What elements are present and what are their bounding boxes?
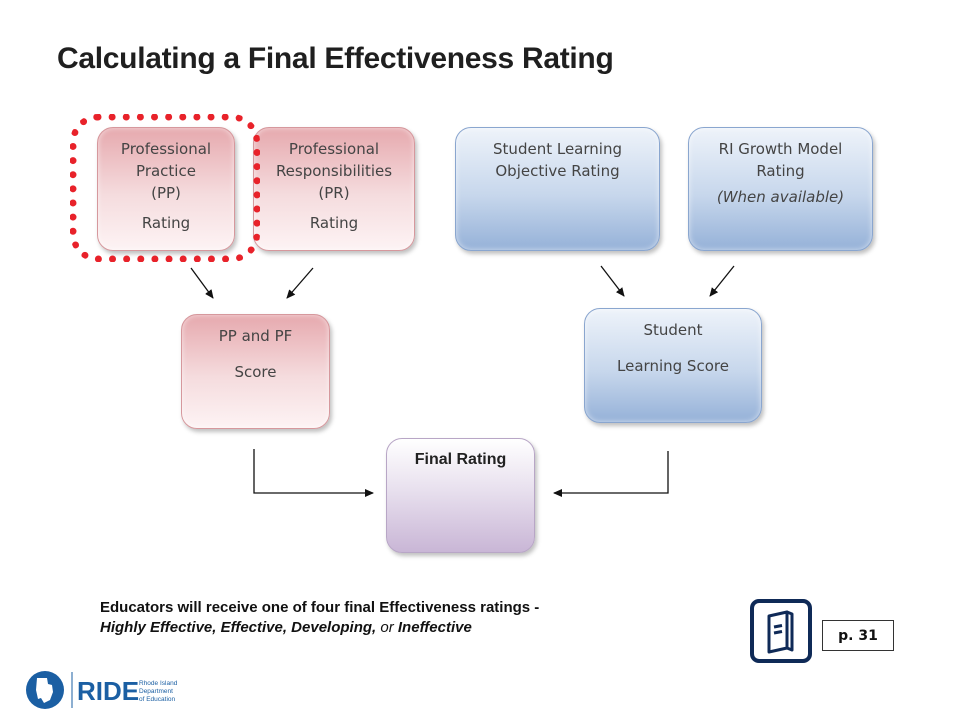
logo-line1: Rhode Island: [139, 680, 178, 687]
pr-line3: (PR): [318, 184, 350, 202]
arrow-pp-to-score: [190, 267, 214, 299]
growth-line2: Rating: [756, 162, 805, 180]
logo-line2: Department: [139, 688, 173, 695]
pp-highlight-ring: [70, 114, 260, 262]
page-title: Calculating a Final Effectiveness Rating: [57, 42, 614, 75]
ride-logo: RIDE Rhode Island Department of Educatio…: [25, 666, 185, 714]
logo-line3: of Education: [139, 696, 176, 703]
ratings-note-line1: Educators will receive one of four final…: [100, 599, 540, 616]
final-rating-box: Final Rating: [386, 438, 535, 553]
arrow-student-to-final: [553, 451, 669, 497]
pr-line4: Rating: [309, 214, 359, 232]
arrow-pr-to-score: [286, 267, 314, 299]
ratings-note-line2: Highly Effective, Effective, Developing,…: [100, 618, 660, 638]
growth-rating-box: RI Growth Model Rating (When available): [688, 127, 873, 251]
slo-line1: Student Learning: [493, 140, 622, 158]
pp-rating-box: Professional Practice (PP) Rating: [97, 127, 235, 251]
final-rating-label: Final Rating: [414, 451, 507, 468]
slo-line2: Objective Rating: [495, 162, 620, 180]
student-learning-score-box: Student Learning Score: [584, 308, 762, 423]
arrow-score-to-final: [253, 449, 374, 497]
ratings-list: Highly Effective, Effective, Developing,: [100, 619, 377, 636]
pp-line3: (PP): [151, 184, 181, 202]
pp-pf-line2: Score: [234, 363, 277, 381]
page-reference: p. 31: [822, 620, 894, 651]
pr-line1: Professional: [288, 140, 380, 158]
pr-line2: Responsibilities: [275, 162, 393, 180]
student-line1: Student: [643, 321, 703, 339]
pp-line4: Rating: [141, 214, 191, 232]
pp-pf-score-box: PP and PF Score: [181, 314, 330, 429]
pr-rating-box: Professional Responsibilities (PR) Ratin…: [253, 127, 415, 251]
ratings-last: Ineffective: [397, 619, 472, 636]
book-icon: [750, 599, 812, 663]
pp-line2: Practice: [136, 162, 196, 180]
ratings-or: or: [380, 619, 394, 636]
pp-line1: Professional: [120, 140, 212, 158]
growth-line3: (When available): [716, 188, 845, 206]
ratings-note: Educators will receive one of four final…: [100, 598, 660, 638]
arrow-growth-to-student: [709, 265, 735, 297]
arrow-slo-to-student: [600, 265, 625, 297]
pp-pf-line1: PP and PF: [218, 327, 293, 345]
growth-line1: RI Growth Model: [718, 140, 843, 158]
slo-rating-box: Student Learning Objective Rating: [455, 127, 660, 251]
logo-wordmark: RIDE: [77, 676, 139, 706]
student-line2: Learning Score: [617, 357, 729, 375]
